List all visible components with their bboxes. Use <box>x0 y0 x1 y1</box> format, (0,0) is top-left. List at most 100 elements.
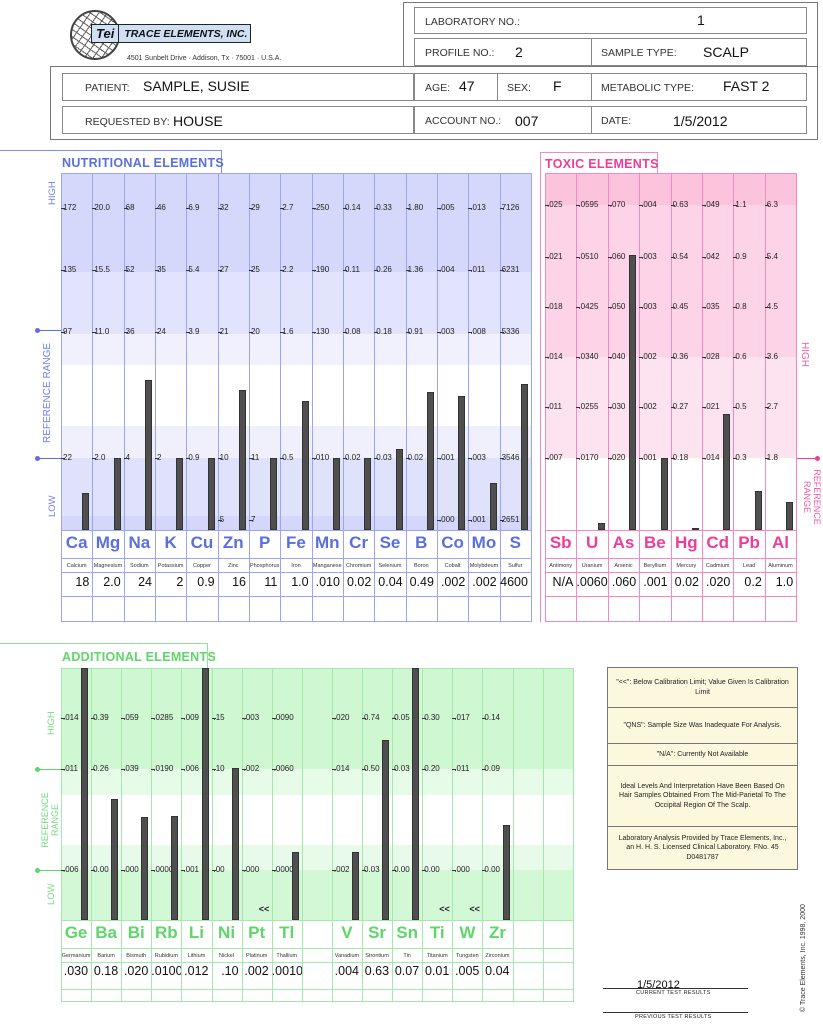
element-column <box>343 173 374 622</box>
scale-tick: 20.0 <box>94 203 110 212</box>
range-band <box>61 426 531 458</box>
tick-mark <box>422 870 427 871</box>
tick-mark <box>248 520 253 521</box>
element-name: Mercury <box>676 563 697 569</box>
scale-tick: 0.26 <box>376 265 392 274</box>
tick-mark <box>61 870 65 871</box>
tick-mark <box>405 208 410 209</box>
element-result: .010 <box>315 575 340 589</box>
scale-tick: 6231 <box>501 265 520 274</box>
tick-mark <box>271 870 276 871</box>
element-symbol: Tl <box>279 923 295 942</box>
result-bar <box>489 483 497 530</box>
scale-tick: .002 <box>243 764 260 773</box>
element-result: 0.04 <box>378 575 403 589</box>
additional-low-label: LOW <box>46 883 57 905</box>
divider <box>497 74 498 100</box>
element-result: .001 <box>643 575 668 589</box>
scale-tick: 0.00 <box>424 865 440 874</box>
tick-mark <box>154 332 159 333</box>
scale-tick: 5.4 <box>188 265 200 274</box>
scale-tick: 0.5 <box>735 402 747 411</box>
tick-mark <box>311 458 316 459</box>
scale-tick: .059 <box>123 713 139 722</box>
scale-tick: 0.50 <box>364 764 380 773</box>
account-no-label: ACCOUNT NO.: <box>425 115 502 127</box>
laboratory-no-field: LABORATORY NO.: 1 <box>414 7 807 34</box>
column-divider <box>186 173 188 622</box>
element-result: 0.18 <box>93 964 119 978</box>
column-divider <box>181 668 183 1002</box>
result-bar <box>111 799 119 920</box>
column-divider <box>280 173 282 622</box>
tick-mark <box>436 270 441 271</box>
scale-tick: .011 <box>470 265 486 274</box>
scale-tick: 0.33 <box>376 203 392 212</box>
scale-tick: 6.3 <box>766 200 778 209</box>
toxic-title-edge <box>657 152 658 174</box>
tick-mark <box>670 458 675 459</box>
tick-mark <box>499 458 504 459</box>
scale-tick: 1.80 <box>407 203 424 212</box>
tick-mark <box>499 520 504 521</box>
age-label: AGE: <box>425 82 451 94</box>
tick-mark <box>217 270 222 271</box>
additional-title: ADDITIONAL ELEMENTS <box>62 650 217 664</box>
sample-type-label: SAMPLE TYPE: <box>601 47 677 59</box>
additional-high-label: HIGH <box>46 711 57 735</box>
scale-tick: 29 <box>250 203 260 212</box>
tick-mark <box>405 270 410 271</box>
scale-tick: 0.08 <box>344 327 361 336</box>
toxic-reference-dot-icon <box>815 456 820 461</box>
scale-tick: .0595 <box>578 200 599 209</box>
result-bar <box>692 528 699 530</box>
tick-mark <box>61 208 65 209</box>
scale-tick: 3546 <box>501 453 520 462</box>
tei-logo-text: Tei <box>92 25 120 42</box>
scale-tick: .035 <box>704 302 720 311</box>
scale-tick: 0.30 <box>424 713 440 722</box>
element-symbol: Hg <box>674 533 698 552</box>
scale-tick: 36 <box>125 327 135 336</box>
column-divider <box>151 668 153 1002</box>
element-name: Germanium <box>61 953 91 959</box>
element-result: 24 <box>138 575 152 589</box>
result-bar <box>629 255 637 530</box>
element-name: Sodium <box>129 563 149 569</box>
scale-tick: 0.05 <box>394 713 410 722</box>
scale-tick: .050 <box>609 302 626 311</box>
tick-mark <box>733 407 738 408</box>
tick-mark <box>186 208 191 209</box>
tick-mark <box>217 208 222 209</box>
tick-mark <box>545 357 549 358</box>
scale-tick: .007 <box>547 453 563 462</box>
tick-mark <box>211 718 216 719</box>
tick-mark <box>271 718 276 719</box>
tick-mark <box>499 270 504 271</box>
tick-mark <box>342 208 347 209</box>
scale-tick: .000 <box>123 865 139 874</box>
element-symbol: S <box>509 533 521 552</box>
table-row-line <box>61 948 573 949</box>
scale-tick: .0190 <box>153 764 174 773</box>
scale-tick: .014 <box>333 764 350 773</box>
tick-mark <box>271 769 276 770</box>
scale-tick: .013 <box>470 203 486 212</box>
column-divider <box>217 173 219 622</box>
scale-tick: .021 <box>547 252 563 261</box>
scale-tick: 1.6 <box>282 327 294 336</box>
element-name: Nickel <box>219 953 235 959</box>
scale-tick: 7 <box>250 515 256 524</box>
scale-tick: 2 <box>156 453 162 462</box>
scale-tick: .001 <box>183 865 199 874</box>
scale-tick: .009 <box>183 713 199 722</box>
tick-mark <box>670 307 675 308</box>
scale-tick: .020 <box>333 713 350 722</box>
scale-tick: 0.20 <box>424 764 440 773</box>
element-symbol: Ba <box>95 923 117 942</box>
patient-field: PATIENT: SAMPLE, SUSIE <box>62 73 414 101</box>
tick-mark <box>468 332 473 333</box>
scale-tick: 0.18 <box>672 453 689 462</box>
tick-mark <box>151 870 156 871</box>
column-divider <box>91 668 93 1002</box>
